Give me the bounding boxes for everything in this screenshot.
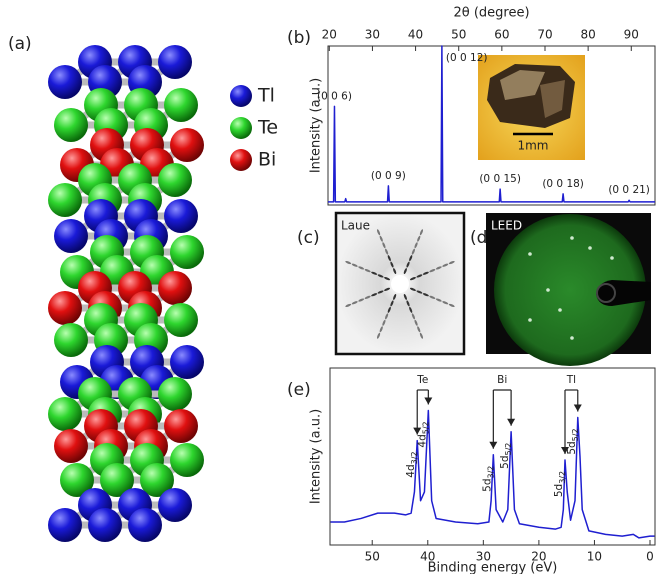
x-tick-label: 30 (365, 28, 380, 42)
peak-label: (0 0 6) (317, 90, 352, 102)
atom (54, 219, 88, 253)
legend-swatch (230, 117, 252, 139)
laue-label: Laue (341, 219, 370, 233)
element-label: Bi (497, 374, 507, 386)
scale-label: 1mm (517, 139, 548, 153)
legend-label: Te (257, 117, 278, 139)
orbital-subscript: 3/2 (486, 466, 495, 479)
peak-label: (0 0 15) (479, 173, 521, 185)
element-label: Te (416, 374, 428, 386)
leed-spot (546, 288, 550, 292)
peak-label: (0 0 21) (608, 184, 650, 196)
panel-label: (c) (297, 228, 320, 248)
atom (158, 488, 192, 522)
orbital-subscript: 3/2 (410, 451, 419, 464)
leed-spot (528, 318, 532, 322)
element-label: Tl (566, 374, 576, 386)
x-tick-label: 0 (646, 550, 654, 564)
leed-spot (558, 308, 562, 312)
peak-label: 5d3/2 (481, 466, 495, 492)
atom (48, 508, 82, 542)
x-axis-title: Binding energy (eV) (428, 561, 558, 574)
legend-swatch (230, 149, 252, 171)
panel-label: (a) (8, 34, 32, 54)
arrow-head (507, 419, 515, 426)
orbital: 4d (416, 434, 428, 447)
legend-swatch (230, 85, 252, 107)
orbital-subscript: 5/2 (504, 443, 513, 456)
atom (54, 108, 88, 142)
orbital: 5d (481, 478, 493, 491)
arrow-head (489, 442, 497, 449)
panel-label: (b) (287, 28, 311, 48)
x-tick-label: 50 (451, 28, 466, 42)
leed-spot (570, 236, 574, 240)
peak-label: (0 0 12) (446, 52, 488, 64)
atom (170, 443, 204, 477)
x-tick-label: 90 (624, 28, 639, 42)
legend-label: Bi (258, 149, 276, 171)
leed-spot (570, 336, 574, 340)
leed-spot (528, 252, 532, 256)
atom (54, 323, 88, 357)
peak-label: 5d5/2 (566, 428, 580, 454)
x-tick-label: 60 (494, 28, 509, 42)
atom (164, 303, 198, 337)
peak-label: (0 0 18) (542, 178, 584, 190)
structure-legend: Tl Te Bi (230, 85, 278, 172)
x-tick-label: 70 (537, 28, 552, 42)
atom (164, 88, 198, 122)
orbital-subscript: 5/2 (570, 428, 579, 441)
page: {"panels": {"a": "(a)", "b": "(b)", "c":… (0, 0, 657, 574)
atom (48, 65, 82, 99)
x-tick-label: 40 (408, 28, 423, 42)
x-axis-title: 2θ (degree) (453, 6, 529, 21)
peak-label: 4d5/2 (416, 421, 430, 447)
orbital: 5d (553, 484, 565, 497)
peak-label: 4d3/2 (405, 451, 419, 477)
leed-spot (588, 246, 592, 250)
peak-label: 5d5/2 (499, 443, 512, 469)
arrow-head (424, 397, 432, 404)
orbital: 4d (405, 464, 417, 477)
orbital: 5d (566, 441, 578, 454)
atom (164, 409, 198, 443)
peak-label: (0 0 9) (371, 170, 406, 182)
atom (48, 397, 82, 431)
crystal-structure (48, 45, 204, 542)
x-tick-label: 80 (580, 28, 595, 42)
figure: (a) (b) (c) (d) (e) Tl Te Bi 1mm Laue LE… (0, 0, 657, 574)
orbital-subscript: 5/2 (421, 421, 430, 434)
legend-label: Tl (257, 85, 275, 107)
leed-image: LEED (486, 213, 651, 366)
atom (54, 429, 88, 463)
x-tick-label: 20 (322, 28, 337, 42)
atom (158, 163, 192, 197)
atom (158, 377, 192, 411)
crystal-photo: 1mm (478, 55, 585, 160)
laue-image: Laue (336, 213, 464, 354)
leed-spot (610, 256, 614, 260)
orbital: 5d (499, 455, 511, 468)
atom (48, 291, 82, 325)
orbital-subscript: 3/2 (558, 471, 567, 484)
laue-center (391, 275, 409, 293)
atom (170, 345, 204, 379)
atom (88, 508, 122, 542)
atom (170, 128, 204, 162)
x-tick-label: 10 (587, 550, 602, 564)
atom (48, 183, 82, 217)
atom (164, 199, 198, 233)
peak-label: 5d3/2 (553, 471, 567, 497)
atom (158, 271, 192, 305)
panel-label: (e) (287, 380, 311, 400)
x-tick-label: 50 (365, 550, 380, 564)
leed-label: LEED (491, 219, 522, 233)
atom (128, 508, 162, 542)
y-axis-title: Intensity (a.u.) (309, 409, 324, 504)
atom (170, 235, 204, 269)
atom (158, 45, 192, 79)
arrow-head (574, 405, 582, 412)
